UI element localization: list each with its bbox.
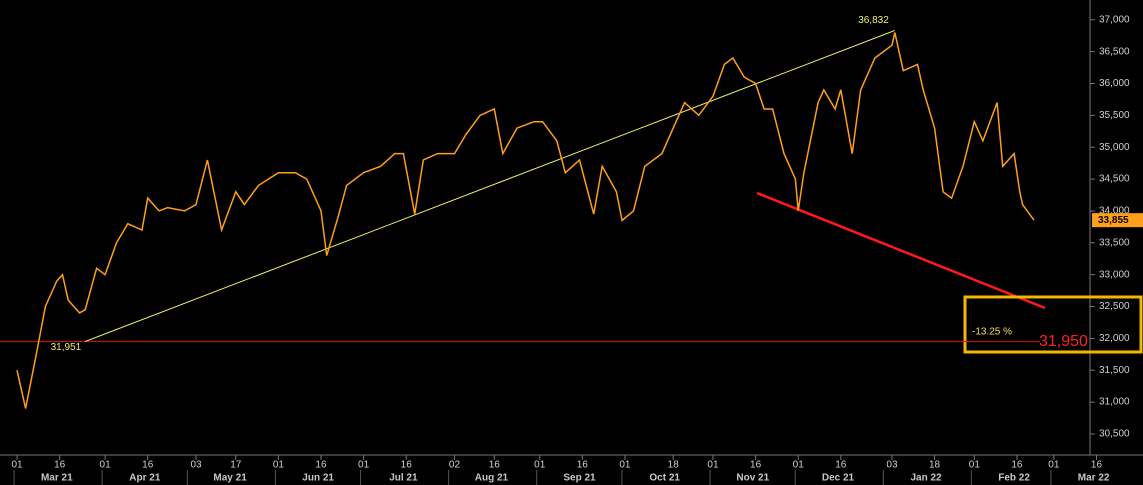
change-label: -13.25 % [972,327,1012,338]
peak-label: 36,832 [858,15,889,26]
y-tick-label: 31,000 [1099,397,1130,408]
support-line [756,191,1046,310]
month-label: Sep 21 [563,473,596,484]
month-label: Oct 21 [649,473,680,484]
y-tick-label: 34,500 [1099,174,1130,185]
highlight-box [963,295,1143,354]
y-tick-label: 34,000 [1099,206,1130,217]
x-tick-label: 01 [707,460,719,471]
month-label: Jan 22 [910,473,942,484]
month-label: Jul 21 [389,473,418,484]
x-tick-label: 01 [1048,460,1060,471]
x-tick-label: 17 [230,460,242,471]
month-label: Mar 21 [41,473,73,484]
x-tick-label: 16 [489,460,501,471]
y-tick-label: 30,500 [1099,429,1130,440]
last-value-label: 33,855 [1098,215,1129,226]
month-label: Feb 22 [998,473,1030,484]
last-value-box [1092,213,1143,228]
y-tick-label: 36,000 [1099,78,1130,89]
month-label: Jun 21 [302,473,334,484]
month-label: Mar 22 [1078,473,1110,484]
y-tick-label: 32,000 [1099,333,1130,344]
month-label: Apr 21 [129,473,161,484]
y-tick-label: 35,000 [1099,142,1130,153]
x-tick-label: 18 [929,460,941,471]
y-tick-label: 35,500 [1099,110,1130,121]
x-tick-label: 16 [1091,460,1103,471]
y-tick-label: 33,500 [1099,237,1130,248]
price-line [16,32,1035,409]
month-label: Aug 21 [475,473,509,484]
y-tick-label: 36,500 [1099,46,1130,57]
level-label: 31,950 [1039,333,1088,350]
x-tick-label: 16 [54,460,66,471]
x-tick-label: 03 [886,460,898,471]
x-tick-label: 16 [1011,460,1023,471]
low-label: 31,951 [51,342,82,353]
y-tick-label: 37,000 [1099,14,1130,25]
x-tick-label: 01 [619,460,631,471]
x-tick-label: 16 [577,460,589,471]
x-tick-label: 16 [315,460,327,471]
x-tick-label: 01 [11,460,23,471]
x-tick-label: 01 [969,460,981,471]
x-tick-label: 02 [449,460,461,471]
x-tick-label: 01 [534,460,546,471]
x-tick-label: 03 [190,460,202,471]
x-tick-label: 16 [142,460,154,471]
x-tick-label: 16 [750,460,762,471]
x-tick-label: 01 [100,460,112,471]
y-tick-label: 32,500 [1099,301,1130,312]
x-tick-label: 16 [835,460,847,471]
month-label: Dec 21 [822,473,855,484]
x-tick-label: 16 [401,460,413,471]
x-tick-label: 01 [273,460,285,471]
x-tick-label: 01 [358,460,370,471]
x-tick-label: 01 [793,460,805,471]
trend-line [85,29,895,342]
y-tick-label: 33,000 [1099,269,1130,280]
y-tick-label: 31,500 [1099,365,1130,376]
x-tick-label: 18 [668,460,680,471]
month-label: Nov 21 [736,473,769,484]
month-label: May 21 [213,473,247,484]
